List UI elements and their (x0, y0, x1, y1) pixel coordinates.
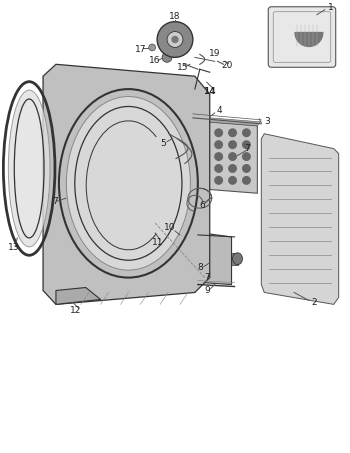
Circle shape (200, 140, 209, 149)
Text: 1: 1 (328, 3, 334, 12)
Circle shape (214, 164, 223, 173)
Ellipse shape (204, 253, 226, 265)
Text: 13: 13 (8, 243, 19, 252)
Wedge shape (295, 33, 323, 47)
Circle shape (228, 152, 237, 161)
Polygon shape (195, 121, 257, 193)
Ellipse shape (232, 253, 243, 265)
Circle shape (228, 176, 237, 185)
Ellipse shape (8, 90, 50, 247)
Polygon shape (56, 288, 100, 304)
Text: 7: 7 (245, 144, 250, 153)
Polygon shape (215, 253, 238, 265)
Circle shape (242, 176, 251, 185)
Circle shape (242, 128, 251, 137)
Circle shape (167, 131, 177, 141)
Text: 14: 14 (203, 87, 216, 96)
Circle shape (228, 140, 237, 149)
Text: 4: 4 (217, 106, 223, 116)
FancyBboxPatch shape (268, 7, 336, 67)
Text: 5: 5 (160, 139, 166, 148)
Text: 15: 15 (177, 63, 189, 72)
Text: 12: 12 (70, 306, 82, 315)
Text: 20: 20 (221, 61, 232, 70)
Circle shape (200, 152, 209, 161)
Circle shape (200, 176, 209, 185)
Circle shape (149, 44, 156, 51)
Text: 7: 7 (204, 273, 210, 282)
Circle shape (157, 22, 193, 58)
Circle shape (242, 140, 251, 149)
Text: 17: 17 (134, 45, 146, 54)
Circle shape (200, 128, 209, 137)
Circle shape (214, 140, 223, 149)
Text: 19: 19 (209, 49, 220, 58)
Polygon shape (202, 233, 232, 284)
Circle shape (162, 53, 172, 63)
Text: 18: 18 (169, 12, 181, 21)
Text: 7: 7 (52, 197, 58, 206)
Circle shape (172, 37, 178, 43)
Circle shape (200, 164, 209, 173)
Polygon shape (43, 64, 210, 304)
Text: 9: 9 (205, 286, 211, 295)
Text: 16: 16 (149, 56, 161, 65)
Polygon shape (261, 134, 339, 304)
Circle shape (214, 152, 223, 161)
Circle shape (167, 32, 183, 48)
Circle shape (242, 164, 251, 173)
Text: 8: 8 (197, 263, 203, 272)
Text: 2: 2 (311, 298, 317, 307)
Polygon shape (195, 117, 260, 126)
Text: 3: 3 (264, 117, 270, 126)
Circle shape (176, 128, 183, 135)
Circle shape (242, 152, 251, 161)
Text: 11: 11 (152, 238, 164, 247)
Circle shape (214, 128, 223, 137)
Ellipse shape (66, 96, 190, 270)
Text: 10: 10 (164, 223, 176, 232)
Circle shape (228, 128, 237, 137)
Text: 6: 6 (199, 201, 205, 210)
Circle shape (228, 164, 237, 173)
Circle shape (214, 176, 223, 185)
